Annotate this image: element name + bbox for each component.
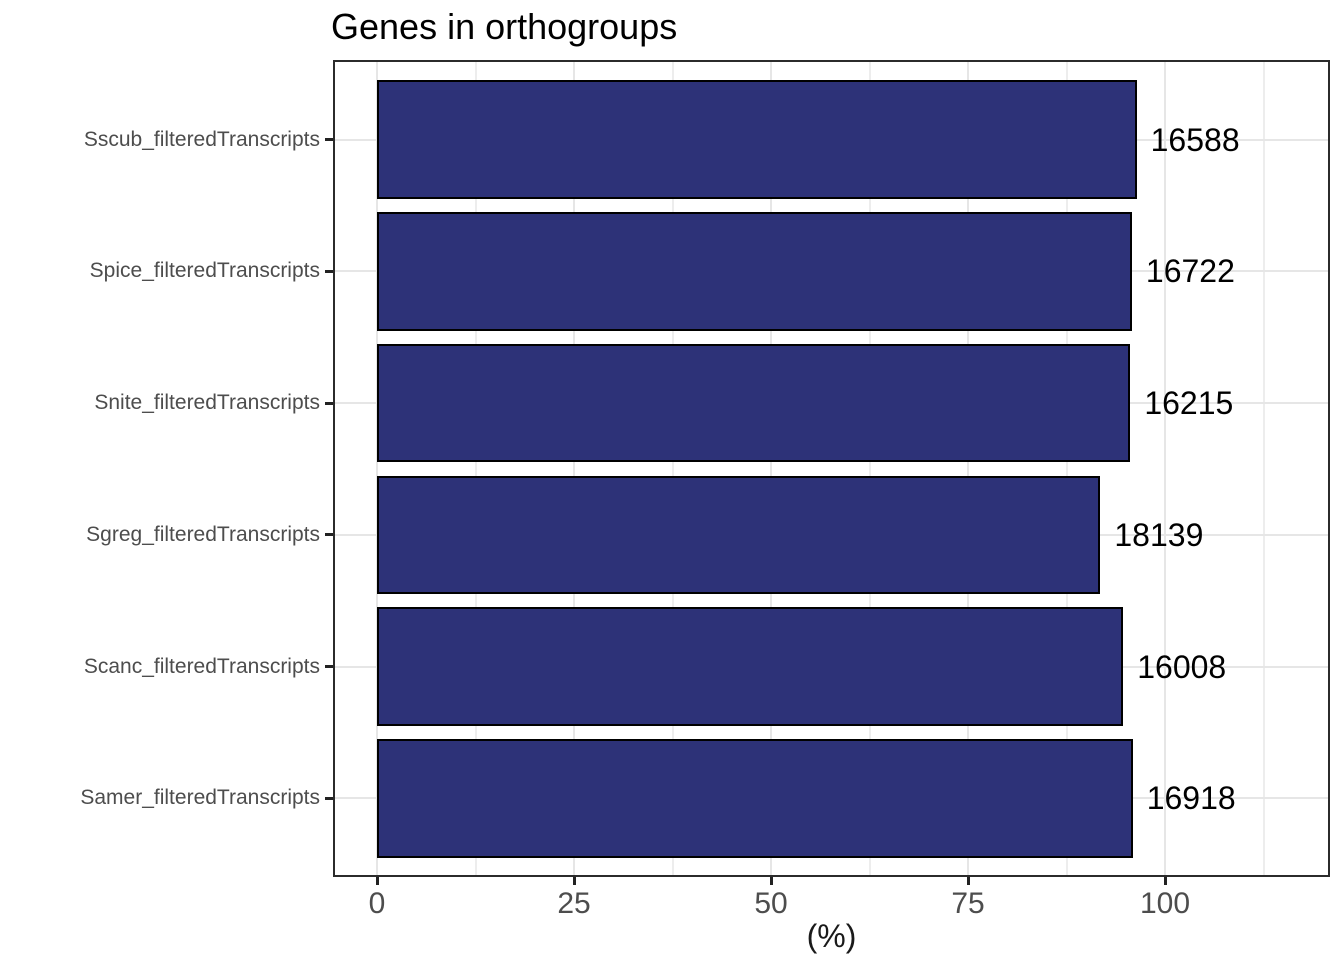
gridline-minor-vertical [1262, 62, 1265, 875]
y-tick-mark [325, 796, 333, 800]
y-tick-label: Sscub_filteredTranscripts [83, 127, 320, 151]
y-tick-mark [325, 401, 333, 405]
y-tick-label: Sgreg_filteredTranscripts [86, 522, 320, 546]
y-tick-label: Samer_filteredTranscripts [80, 786, 320, 810]
x-tick-label: 100 [1139, 887, 1191, 920]
y-tick-label: Spice_filteredTranscripts [89, 259, 320, 283]
x-tick-label: 25 [557, 887, 591, 920]
bar-value-label: 16008 [1137, 648, 1227, 685]
bar [377, 212, 1132, 331]
x-tick-mark [769, 877, 773, 885]
gridline-minor-vertical [1065, 62, 1068, 875]
chart-title: Genes in orthogroups [331, 6, 678, 47]
bar-value-label: 16918 [1146, 780, 1236, 817]
bar-value-label: 16588 [1150, 121, 1240, 158]
bar [377, 80, 1137, 199]
y-tick-label: Snite_filteredTranscripts [94, 391, 320, 415]
gridline-minor-vertical [474, 62, 477, 875]
x-tick-mark [966, 877, 970, 885]
bar [377, 607, 1124, 726]
x-tick-label: 50 [754, 887, 788, 920]
gridline-major-vertical [1164, 62, 1166, 875]
bar-value-label: 16215 [1144, 385, 1234, 422]
gridline-major-vertical [376, 62, 378, 875]
y-tick-label: Scanc_filteredTranscripts [83, 654, 320, 678]
gridline-minor-vertical [671, 62, 674, 875]
plot-panel: 16588 16722 16215 18139 16008 16918 [333, 60, 1330, 877]
y-tick-mark [325, 533, 333, 537]
x-tick-label: 75 [951, 887, 985, 920]
y-tick-mark [325, 138, 333, 142]
x-tick-mark [1163, 877, 1167, 885]
y-tick-mark [325, 269, 333, 273]
x-axis-title: (%) [806, 918, 857, 954]
gridline-major-vertical [573, 62, 575, 875]
gridline-major-vertical [967, 62, 969, 875]
y-tick-mark [325, 665, 333, 669]
x-tick-mark [375, 877, 379, 885]
bar [377, 343, 1131, 463]
bar-value-label: 16722 [1145, 253, 1235, 290]
bar [377, 475, 1101, 595]
x-tick-mark [572, 877, 576, 885]
x-tick-label: 0 [368, 887, 386, 920]
bar-value-label: 18139 [1114, 516, 1204, 553]
gridline-major-vertical [770, 62, 772, 875]
bar [377, 739, 1133, 858]
gridline-minor-vertical [868, 62, 871, 875]
